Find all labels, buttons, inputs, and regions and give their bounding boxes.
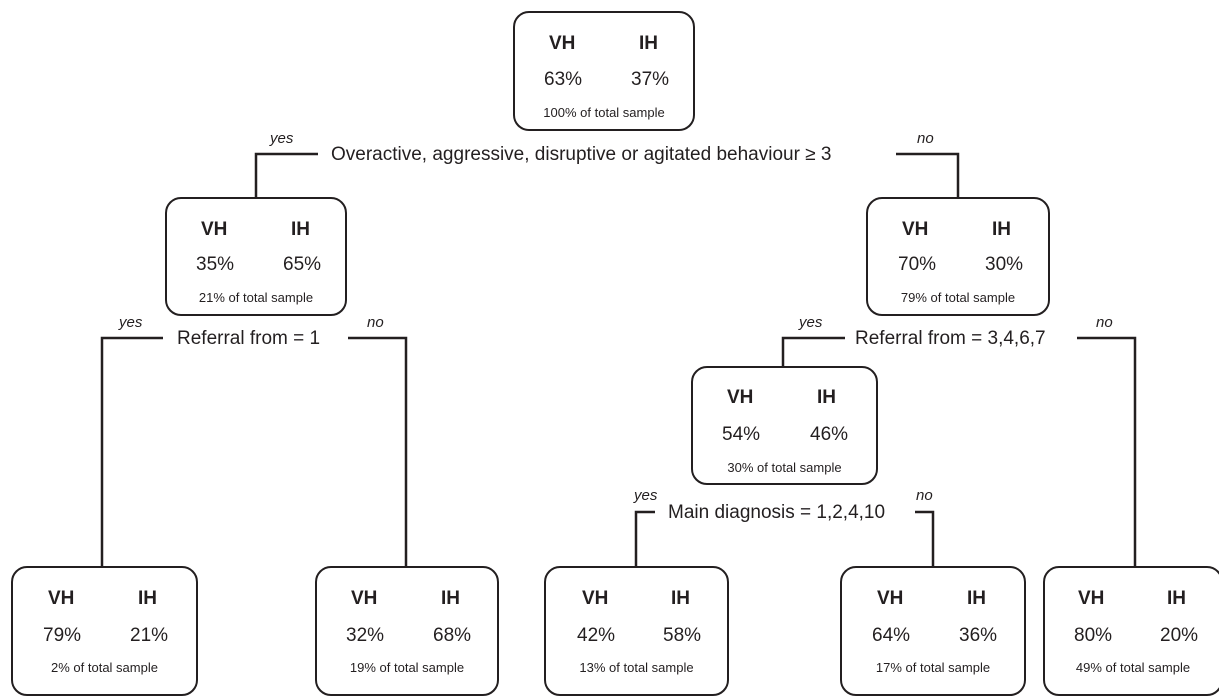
node-root-vh-header: VH xyxy=(549,33,576,54)
branch-no-root: no xyxy=(917,130,934,147)
node-right-1-vh-percent: 70% xyxy=(898,254,937,275)
node-leaf-2-vh-header: VH xyxy=(351,588,378,609)
connector-root-no xyxy=(896,152,960,198)
node-leaf-1-vh-percent: 79% xyxy=(43,625,82,646)
node-leaf-2-vh-percent: 32% xyxy=(346,625,385,646)
node-root-ih-percent: 37% xyxy=(631,69,670,90)
node-left-1-sample: 21% of total sample xyxy=(198,290,314,305)
node-leaf-4-sample: 17% of total sample xyxy=(875,660,991,675)
node-right-2-ih-header: IH xyxy=(817,387,836,408)
branch-no-diagnosis: no xyxy=(916,487,933,504)
connector-left-no xyxy=(348,336,408,567)
node-left-1-ih-header: IH xyxy=(291,219,310,240)
node-leaf-5-ih-percent: 20% xyxy=(1160,625,1199,646)
node-right-2: VH IH 54% 46% 30% of total sample xyxy=(691,366,878,485)
node-leaf-2-ih-percent: 68% xyxy=(433,625,472,646)
split-label-diagnosis: Main diagnosis = 1,2,4,10 xyxy=(668,502,886,523)
node-right-1-vh-header: VH xyxy=(902,219,929,240)
node-leaf-1-sample: 2% of total sample xyxy=(51,660,158,675)
branch-yes-left: yes xyxy=(119,314,143,331)
node-leaf-2-sample: 19% of total sample xyxy=(349,660,465,675)
node-leaf-2-ih-header: IH xyxy=(441,588,460,609)
node-root: VH IH 63% 37% 100% of total sample xyxy=(513,11,695,131)
branch-no-right: no xyxy=(1096,314,1113,331)
node-leaf-3-ih-header: IH xyxy=(671,588,690,609)
branch-no-left: no xyxy=(367,314,384,331)
node-leaf-5-vh-header: VH xyxy=(1078,588,1105,609)
node-leaf-1: VH IH 79% 21% 2% of total sample xyxy=(11,566,198,696)
node-left-1-vh-header: VH xyxy=(201,219,228,240)
split-label-root: Overactive, aggressive, disruptive or ag… xyxy=(331,144,832,165)
node-leaf-4-ih-percent: 36% xyxy=(959,625,998,646)
node-leaf-3-vh-header: VH xyxy=(582,588,609,609)
branch-yes-diagnosis: yes xyxy=(634,487,658,504)
node-leaf-1-ih-percent: 21% xyxy=(130,625,169,646)
node-leaf-3: VH IH 42% 58% 13% of total sample xyxy=(544,566,729,696)
node-right-2-vh-header: VH xyxy=(727,387,754,408)
node-leaf-4: VH IH 64% 36% 17% of total sample xyxy=(840,566,1026,696)
connector-diag-yes xyxy=(634,510,655,567)
node-left-1: VH IH 35% 65% 21% of total sample xyxy=(165,197,347,316)
connector-right-yes xyxy=(781,336,845,367)
node-leaf-5-ih-header: IH xyxy=(1167,588,1186,609)
node-leaf-3-ih-percent: 58% xyxy=(663,625,702,646)
node-leaf-4-ih-header: IH xyxy=(967,588,986,609)
node-right-1-ih-header: IH xyxy=(992,219,1011,240)
branch-yes-root: yes xyxy=(270,130,294,147)
node-leaf-1-vh-header: VH xyxy=(48,588,75,609)
node-leaf-5-sample: 49% of total sample xyxy=(1075,660,1191,675)
node-right-1-sample: 79% of total sample xyxy=(900,290,1016,305)
node-leaf-4-vh-percent: 64% xyxy=(872,625,911,646)
node-right-2-vh-percent: 54% xyxy=(722,424,761,445)
branch-yes-right: yes xyxy=(799,314,823,331)
node-left-1-ih-percent: 65% xyxy=(283,254,322,275)
node-root-ih-header: IH xyxy=(639,33,658,54)
node-leaf-5: VH IH 80% 20% 49% of total sample xyxy=(1043,566,1219,696)
node-leaf-4-vh-header: VH xyxy=(877,588,904,609)
node-root-sample: 100% of total sample xyxy=(543,105,665,120)
node-leaf-2: VH IH 32% 68% 19% of total sample xyxy=(315,566,499,696)
node-right-1-ih-percent: 30% xyxy=(985,254,1024,275)
split-label-right: Referral from = 3,4,6,7 xyxy=(855,328,1046,349)
connector-left-yes xyxy=(100,336,163,567)
split-label-left: Referral from = 1 xyxy=(177,328,321,349)
node-root-vh-percent: 63% xyxy=(544,69,583,90)
node-leaf-1-ih-header: IH xyxy=(138,588,157,609)
node-left-1-vh-percent: 35% xyxy=(196,254,235,275)
node-right-2-sample: 30% of total sample xyxy=(727,460,842,475)
connector-right-no xyxy=(1077,336,1137,567)
node-leaf-3-sample: 13% of total sample xyxy=(579,660,694,675)
node-right-1: VH IH 70% 30% 79% of total sample xyxy=(866,197,1050,316)
connector-root-yes xyxy=(254,152,318,198)
connector-diag-no xyxy=(915,510,935,567)
node-leaf-5-vh-percent: 80% xyxy=(1074,625,1113,646)
node-leaf-3-vh-percent: 42% xyxy=(577,625,616,646)
node-right-2-ih-percent: 46% xyxy=(810,424,849,445)
